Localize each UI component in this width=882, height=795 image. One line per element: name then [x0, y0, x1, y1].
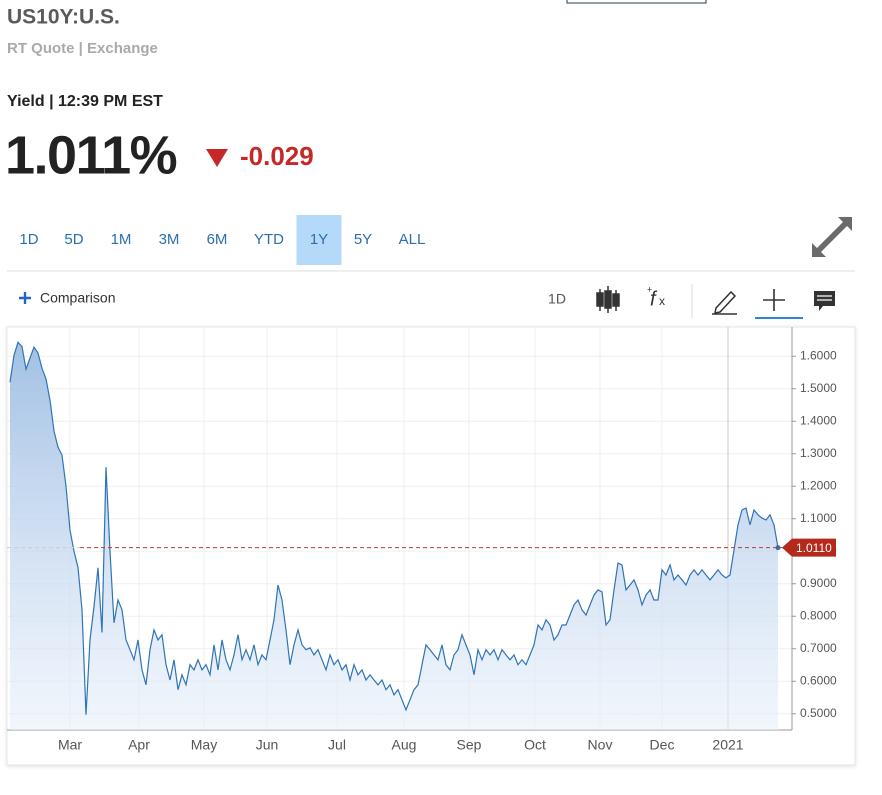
- annotation-icon[interactable]: [814, 291, 835, 311]
- svg-text:+: +: [647, 284, 652, 294]
- x-tick-label: Dec: [650, 737, 675, 753]
- x-tick-label: May: [191, 737, 217, 753]
- svg-text:x: x: [659, 294, 665, 308]
- y-tick-label: 0.5000: [800, 706, 837, 720]
- tab[interactable]: 1D: [19, 231, 38, 248]
- change: -0.029: [240, 141, 314, 171]
- interval-button[interactable]: 1D: [548, 291, 566, 307]
- line: [9, 341, 779, 715]
- y-tick-label: 0.8000: [800, 608, 837, 622]
- plus-icon: [19, 292, 31, 304]
- comparison-button[interactable]: Comparison: [19, 290, 115, 306]
- y-tick-label: 1.6000: [800, 348, 837, 362]
- x-tick-label: Apr: [128, 737, 150, 753]
- y-tick-label: 0.9000: [800, 576, 837, 590]
- draw-icon[interactable]: [712, 290, 737, 315]
- tab[interactable]: ALL: [399, 231, 426, 248]
- tabs: 1D 5D 1M 3M 6M YTD 1Y 5Y ALL: [19, 215, 425, 265]
- price: 1.011%: [5, 125, 177, 185]
- quote-label: Yield | 12:39 PM EST: [7, 93, 163, 110]
- symbol: US10Y:U.S.: [7, 6, 120, 29]
- area-fill: [10, 342, 778, 730]
- y-tick-label: 1.2000: [800, 478, 837, 492]
- tab[interactable]: 6M: [207, 231, 228, 248]
- x-tick-label: Sep: [457, 737, 482, 753]
- tab[interactable]: 5D: [64, 231, 83, 248]
- x-tick-label: Oct: [524, 737, 546, 753]
- x-tick-label: Nov: [588, 737, 613, 753]
- candlestick-icon[interactable]: [596, 286, 620, 313]
- current-label: 1.0110: [796, 541, 832, 555]
- tab[interactable]: 1Y: [310, 231, 328, 248]
- tab[interactable]: 3M: [159, 231, 180, 248]
- last-point: [775, 545, 781, 551]
- y-tick-label: 1.5000: [800, 381, 837, 395]
- y-tick-label: 1.3000: [800, 446, 837, 460]
- tab[interactable]: 1M: [111, 231, 132, 248]
- y-tick-label: 1.1000: [800, 511, 837, 525]
- x-tick-label: Jun: [256, 737, 279, 753]
- comparison-label: Comparison: [40, 290, 115, 306]
- crosshair-icon[interactable]: [755, 289, 803, 319]
- top-box: [566, 0, 707, 4]
- current-flag: [782, 538, 836, 557]
- down-arrow: [206, 149, 228, 167]
- subtitle: RT Quote | Exchange: [7, 40, 158, 57]
- x-tick-label: 2021: [712, 737, 743, 753]
- x-tick-label: Jul: [328, 737, 346, 753]
- tab[interactable]: YTD: [254, 231, 284, 248]
- svg-text:f: f: [650, 288, 658, 310]
- x-tick-label: Mar: [58, 737, 82, 753]
- y-tick-label: 1.4000: [800, 413, 837, 427]
- y-tick-label: 0.7000: [800, 641, 837, 655]
- indicator-icon[interactable]: f x +: [647, 284, 665, 310]
- y-tick-label: 0.6000: [800, 673, 837, 687]
- expand-icon[interactable]: [812, 217, 852, 257]
- tab[interactable]: 5Y: [354, 231, 372, 248]
- chart: 0.50000.60000.70000.80000.90001.00001.10…: [7, 327, 837, 753]
- tab-selected-bg: [296, 215, 342, 265]
- x-tick-label: Aug: [392, 737, 417, 753]
